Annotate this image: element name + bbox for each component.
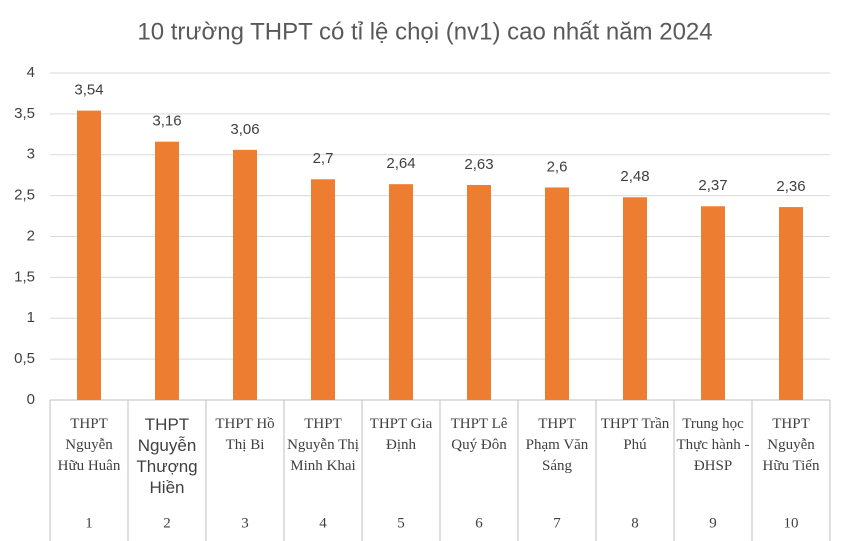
data-label: 2,63 bbox=[464, 156, 493, 173]
x-tick-label: THPT Lê Quý Đôn bbox=[450, 416, 508, 453]
data-label: 2,64 bbox=[386, 155, 415, 172]
x-tick-label: THPT Nguyễn Hữu Tiến bbox=[762, 416, 820, 474]
data-label: 3,16 bbox=[152, 113, 181, 130]
bar bbox=[389, 184, 413, 400]
group-label: 1 bbox=[85, 515, 93, 531]
x-tick-label: THPT Gia Định bbox=[369, 416, 433, 453]
x-tick-label: THPT Phạm Văn Sáng bbox=[525, 416, 589, 474]
bar bbox=[467, 184, 491, 400]
data-label: 2,36 bbox=[776, 178, 805, 195]
group-label: 7 bbox=[553, 515, 561, 531]
x-tick-label: THPT Trần Phú bbox=[600, 416, 670, 453]
y-tick-label: 1,5 bbox=[14, 268, 35, 285]
x-tick-label: Trung học Thực hành - ĐHSP bbox=[676, 416, 750, 474]
bar bbox=[233, 149, 257, 400]
group-label: 6 bbox=[475, 515, 483, 531]
y-tick-label: 0 bbox=[27, 391, 35, 408]
x-tick-label: THPT Nguyễn Hữu Huân bbox=[57, 416, 121, 474]
data-label: 2,37 bbox=[698, 177, 727, 194]
group-label: 4 bbox=[319, 515, 327, 531]
bar bbox=[77, 110, 101, 400]
group-label: 9 bbox=[709, 515, 717, 531]
bar bbox=[779, 207, 803, 400]
data-label: 2,48 bbox=[620, 168, 649, 185]
group-label: 5 bbox=[397, 515, 405, 531]
bar bbox=[155, 141, 179, 401]
chart-title: 10 trường THPT có tỉ lệ chọi (nv1) cao n… bbox=[137, 18, 712, 45]
data-label: 3,54 bbox=[74, 82, 103, 99]
y-tick-label: 2,5 bbox=[14, 187, 35, 204]
data-label: 2,7 bbox=[313, 150, 334, 167]
y-tick-label: 0,5 bbox=[14, 350, 35, 367]
y-tick-label: 2 bbox=[27, 227, 35, 244]
data-label: 2,6 bbox=[547, 158, 568, 175]
group-label: 2 bbox=[163, 515, 171, 531]
bar bbox=[623, 197, 647, 400]
x-tick-label: THPT Hồ Thị Bi bbox=[215, 416, 275, 453]
x-tick-label: THPT Nguyễn Thị Minh Khai bbox=[287, 416, 359, 474]
y-tick-label: 3,5 bbox=[14, 105, 35, 122]
bar bbox=[311, 179, 335, 400]
group-label: 10 bbox=[784, 515, 799, 531]
data-label: 3,06 bbox=[230, 121, 259, 138]
bar bbox=[701, 206, 725, 400]
group-label: 3 bbox=[241, 515, 249, 531]
y-tick-label: 1 bbox=[27, 309, 35, 326]
group-label: 8 bbox=[631, 515, 639, 531]
y-tick-label: 4 bbox=[27, 64, 35, 81]
x-tick-label: THPT Nguyễn Thượng Hiền bbox=[136, 415, 198, 497]
bar bbox=[545, 187, 569, 400]
y-tick-label: 3 bbox=[27, 146, 35, 163]
